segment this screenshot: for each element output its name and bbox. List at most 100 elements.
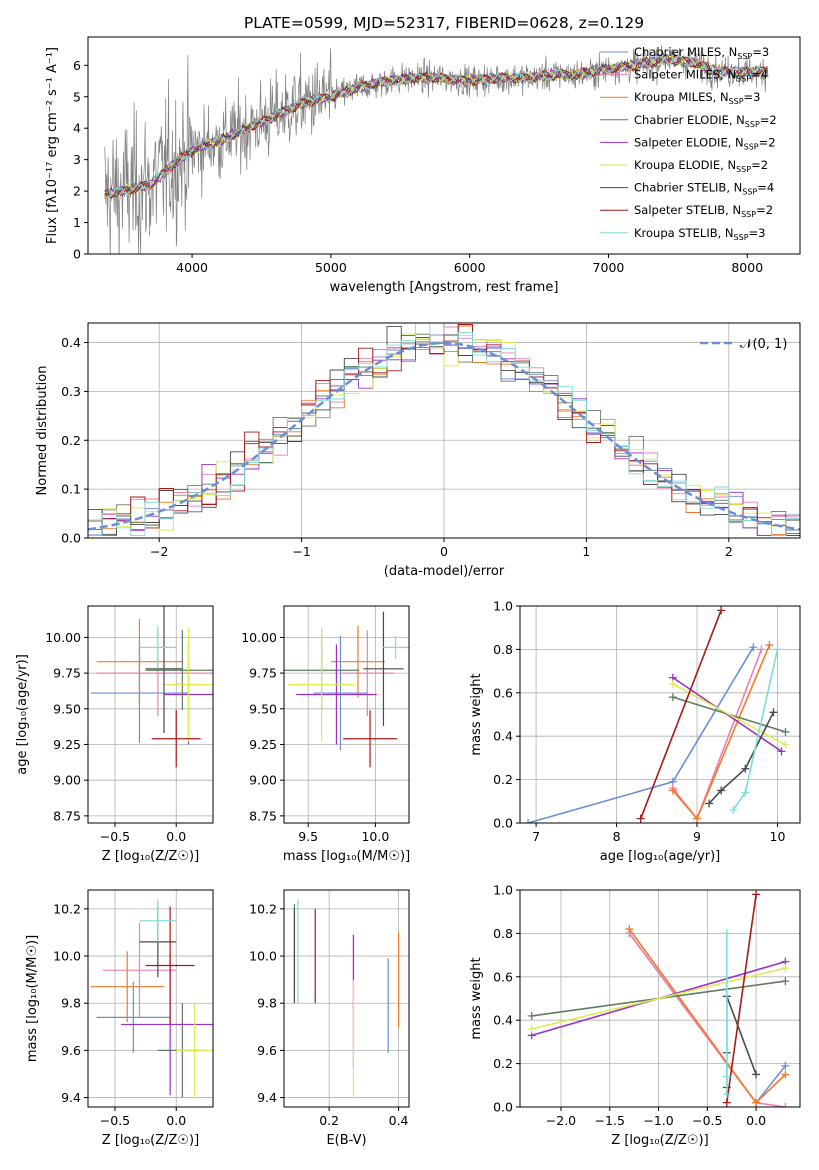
- x-tick-label: −2: [150, 544, 168, 559]
- weight-marker: [769, 708, 778, 717]
- y-tick-label: 1: [73, 215, 81, 230]
- legend-entry: Kroupa ELODIE, NSSP=2: [634, 158, 768, 174]
- y-tick-label: 2: [73, 184, 81, 199]
- x-tick-label: 10: [770, 829, 786, 844]
- y-tick-label: 9.6: [61, 1043, 81, 1058]
- axes-frame: [87, 889, 214, 1108]
- y-tick-label: 0.4: [493, 729, 513, 744]
- panel-weight-vs-Z: −2.0 −1.5 −1.0 −0.5 0.0 0.0 0.2 0.4 0.6 0.8 1.0 Z […: [469, 883, 801, 1148]
- weight-marker: [636, 814, 645, 823]
- legend-entry: Kroupa STELIB, NSSP=3: [634, 226, 765, 242]
- weight-marker: [781, 964, 790, 973]
- plot-area: [90, 606, 213, 768]
- axes-frame: [87, 36, 801, 255]
- weight-marker: [752, 1070, 761, 1079]
- weight-marker: [765, 641, 774, 650]
- y-tick-label: 5: [73, 89, 81, 104]
- y-tick-label: 0.0: [61, 531, 81, 546]
- y-tick-label: 9.8: [257, 996, 277, 1011]
- x-tick-label: 9: [693, 829, 701, 844]
- y-tick-label: 8.75: [53, 808, 81, 823]
- weight-line: [726, 894, 757, 1103]
- weight-marker: [741, 788, 750, 797]
- legend-entry: Salpeter ELODIE, NSSP=2: [634, 135, 776, 151]
- chart-title: PLATE=0599, MJD=52317, FIBERID=0628, z=0…: [244, 14, 644, 32]
- x-tick-label: 8000: [731, 260, 763, 275]
- weight-line: [708, 711, 775, 805]
- y-tick-label: 9.4: [257, 1090, 277, 1105]
- weight-line: [672, 683, 786, 746]
- panel-mass-vs-Z: −0.5 0.0 9.4 9.6 9.8 10.0 10.2 Z [log₁₀(Z/Z☉)] m…: [25, 889, 214, 1148]
- x-axis-label: age [log₁₀(age/yr)]: [600, 849, 721, 864]
- weight-marker: [668, 693, 677, 702]
- y-tick-label: 0.3: [61, 384, 81, 399]
- y-tick-label: 0.1: [61, 482, 81, 497]
- weight-marker: [705, 799, 714, 808]
- y-axis-label: age [log₁₀(age/yr)]: [15, 654, 30, 775]
- weight-marker: [773, 645, 782, 654]
- y-tick-label: 10.00: [241, 630, 277, 645]
- x-tick-label: 0.0: [166, 1113, 186, 1128]
- axes-frame: [519, 889, 801, 1108]
- grid-lines: [284, 606, 409, 823]
- y-axis-label: Normed distribution: [35, 366, 50, 496]
- y-tick-label: 0.4: [493, 1013, 513, 1028]
- legend-entry: Kroupa MILES, NSSP=3: [634, 90, 761, 106]
- y-tick-label: 9.25: [53, 737, 81, 752]
- axes-frame: [283, 605, 410, 824]
- panel-residuals: −2 −1 0 1 2 0.0 0.1 0.2 0.3 0.4 (data-model)/error…: [35, 322, 801, 579]
- y-tick-label: 0.2: [493, 772, 513, 787]
- weight-marker: [777, 747, 786, 756]
- x-axis-label: wavelength [Angstrom, rest frame]: [330, 280, 559, 295]
- weight-line: [672, 649, 763, 821]
- y-tick-label: 0.8: [493, 926, 513, 941]
- grid-lines: [88, 606, 213, 823]
- y-tick-label: 9.00: [249, 773, 277, 788]
- weight-marker: [722, 1089, 731, 1098]
- weight-marker: [717, 786, 726, 795]
- weight-marker: [781, 1070, 790, 1079]
- y-tick-label: 9.50: [53, 701, 81, 716]
- x-tick-label: 9.5: [298, 829, 318, 844]
- y-tick-label: 9.75: [53, 666, 81, 681]
- x-tick-label: 8: [613, 829, 621, 844]
- y-tick-label: 10.0: [249, 949, 277, 964]
- legend-entry: Salpeter STELIB, NSSP=2: [634, 203, 773, 219]
- y-tick-label: 9.75: [249, 666, 277, 681]
- x-tick-label: 5000: [315, 260, 347, 275]
- y-tick-label: 0.6: [493, 969, 513, 984]
- x-tick-label: −0.5: [692, 1113, 722, 1128]
- y-tick-label: 6: [73, 58, 81, 73]
- axes-frame: [519, 605, 801, 824]
- x-tick-label: 0: [440, 544, 448, 559]
- x-axis-label: mass [log₁₀(M/M☉)]: [283, 849, 410, 864]
- x-tick-label: −2.0: [546, 1113, 576, 1128]
- y-tick-label: 0.6: [493, 685, 513, 700]
- panel-age-vs-Z: −0.5 0.0 8.75 9.00 9.25 9.50 9.75 10.00 Z [log₁₀…: [15, 605, 214, 864]
- y-tick-label: 9.6: [257, 1043, 277, 1058]
- x-tick-label: 0.0: [746, 1113, 766, 1128]
- legend-entry: 𝒩(0, 1): [740, 337, 787, 352]
- y-tick-label: 0.2: [61, 433, 81, 448]
- weight-marker: [757, 645, 766, 654]
- plot-area: [104, 45, 769, 254]
- plot-area: [524, 606, 790, 823]
- weight-marker: [729, 805, 738, 814]
- residual-histogram: [88, 325, 800, 537]
- x-tick-label: 7000: [593, 260, 625, 275]
- panel-weight-vs-age: 7 8 9 10 0.0 0.2 0.4 0.6 0.8 1.0 age [log₁₀(age/yr…: [469, 599, 801, 864]
- plot-area: [90, 899, 213, 1098]
- weight-marker: [781, 727, 790, 736]
- weight-line: [639, 610, 722, 819]
- weight-marker: [527, 1011, 536, 1020]
- x-tick-label: −1: [292, 544, 310, 559]
- x-tick-label: 0.2: [319, 1113, 339, 1128]
- y-tick-label: 3: [73, 152, 81, 167]
- x-tick-label: 10.0: [361, 829, 389, 844]
- y-axis-label: mass weight: [469, 673, 484, 755]
- weight-marker: [752, 890, 761, 899]
- y-tick-label: 10.2: [249, 901, 277, 916]
- grid-lines: [284, 890, 409, 1107]
- y-tick-label: 1.0: [493, 883, 513, 898]
